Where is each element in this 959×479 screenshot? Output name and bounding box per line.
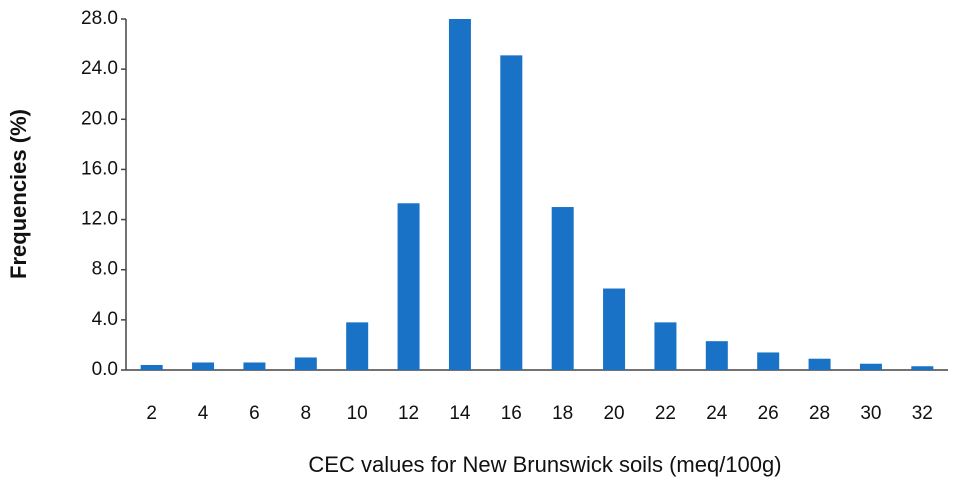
bar [500, 55, 523, 370]
bar [397, 203, 420, 370]
x-tick-label: 6 [249, 403, 260, 424]
x-axis-title: CEC values for New Brunswick soils (meq/… [308, 452, 781, 477]
x-tick-label: 18 [552, 403, 573, 424]
y-tick-label: 12.0 [81, 209, 118, 230]
x-tick-label: 12 [398, 403, 419, 424]
x-tick-label: 30 [860, 403, 881, 424]
x-tick-label: 28 [809, 403, 830, 424]
x-tick-label: 26 [758, 403, 779, 424]
bar [243, 362, 266, 370]
y-tick-label: 24.0 [81, 58, 118, 79]
x-tick-label: 8 [301, 403, 312, 424]
bar [808, 358, 831, 370]
x-tick-label: 14 [449, 403, 471, 424]
x-tick-label: 16 [501, 403, 522, 424]
bar [192, 362, 215, 370]
y-tick-label: 28.0 [81, 8, 118, 29]
bar [705, 341, 728, 370]
y-tick-label: 20.0 [81, 108, 118, 129]
bar [911, 366, 934, 370]
x-tick-label: 2 [146, 403, 157, 424]
bar [603, 288, 626, 370]
bar [551, 207, 574, 370]
bar [346, 322, 369, 370]
bar [294, 357, 317, 370]
bar [859, 363, 882, 370]
x-tick-label: 32 [912, 403, 933, 424]
x-tick-label: 22 [655, 403, 676, 424]
x-tick-label: 24 [706, 403, 728, 424]
bar [654, 322, 677, 370]
y-axis-title: Frequencies (%) [6, 109, 31, 279]
x-tick-label: 20 [603, 403, 624, 424]
y-tick-label: 16.0 [81, 158, 118, 179]
x-tick-label: 10 [347, 403, 368, 424]
y-tick-label: 4.0 [92, 309, 118, 330]
bar [448, 19, 471, 370]
y-tick-label: 0.0 [92, 359, 118, 380]
y-tick-label: 8.0 [92, 259, 118, 280]
bar [757, 352, 780, 370]
x-tick-label: 4 [198, 403, 209, 424]
bar [140, 364, 163, 370]
